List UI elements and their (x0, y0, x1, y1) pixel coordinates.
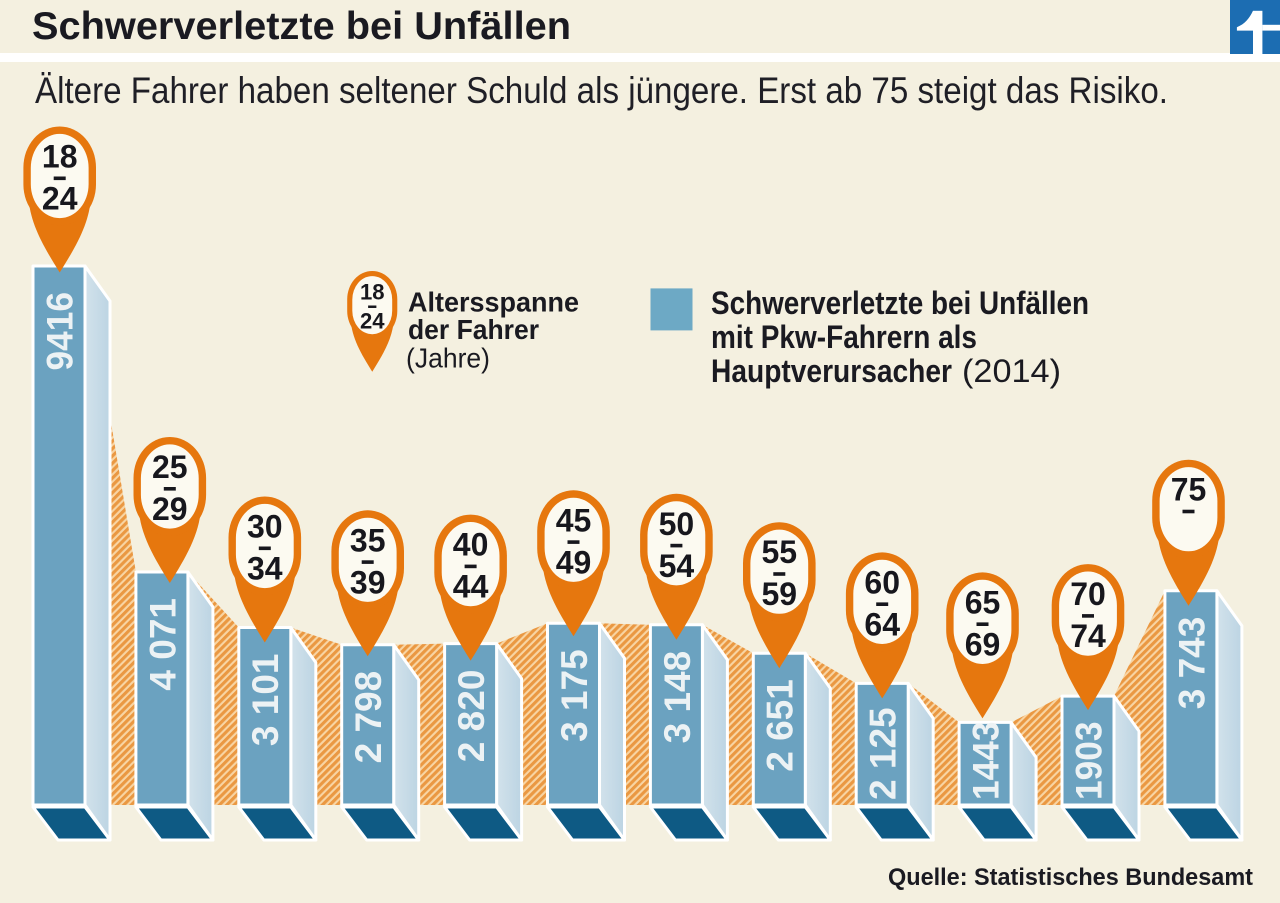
svg-text:29: 29 (152, 491, 188, 527)
svg-text:Altersspanne: Altersspanne (408, 287, 579, 318)
svg-text:69: 69 (965, 626, 1001, 662)
svg-text:3 175: 3 175 (554, 649, 595, 742)
svg-text:der Fahrer: der Fahrer (408, 314, 539, 345)
svg-text:75: 75 (1171, 472, 1207, 508)
svg-text:18: 18 (360, 279, 385, 304)
svg-text:30: 30 (247, 509, 283, 545)
svg-text:50: 50 (659, 506, 695, 542)
svg-text:25: 25 (152, 449, 188, 485)
svg-text:(Jahre): (Jahre) (406, 343, 490, 374)
svg-text:3 148: 3 148 (657, 651, 698, 744)
svg-text:1903: 1903 (1068, 722, 1109, 801)
svg-text:59: 59 (762, 576, 798, 612)
svg-text:2 651: 2 651 (760, 679, 801, 772)
svg-text:24: 24 (360, 308, 385, 333)
svg-text:3 101: 3 101 (245, 654, 286, 747)
svg-text:35: 35 (350, 522, 386, 558)
svg-text:39: 39 (350, 564, 386, 600)
svg-text:2 820: 2 820 (451, 670, 492, 763)
svg-text:49: 49 (556, 544, 592, 580)
svg-text:(2014): (2014) (962, 353, 1061, 389)
svg-text:60: 60 (864, 564, 900, 600)
svg-text:2 125: 2 125 (863, 707, 904, 800)
svg-text:34: 34 (247, 551, 283, 587)
svg-text:Schwerverletzte bei Unfällen: Schwerverletzte bei Unfällen (711, 285, 1089, 321)
svg-text:2 798: 2 798 (348, 671, 389, 764)
svg-text:4 071: 4 071 (142, 598, 183, 691)
svg-text:74: 74 (1070, 618, 1106, 654)
svg-text:1443: 1443 (966, 722, 1007, 801)
svg-text:64: 64 (864, 606, 900, 642)
svg-text:65: 65 (965, 584, 1001, 620)
svg-text:Schwerverletzte bei Unfällen: Schwerverletzte bei Unfällen (32, 5, 571, 48)
svg-text:44: 44 (453, 569, 489, 605)
svg-text:55: 55 (762, 534, 798, 570)
svg-text:Ältere Fahrer haben seltener S: Ältere Fahrer haben seltener Schuld als … (35, 70, 1168, 111)
svg-text:Hauptverursacher: Hauptverursacher (711, 353, 952, 389)
svg-text:54: 54 (659, 548, 695, 584)
svg-text:mit Pkw-Fahrern als: mit Pkw-Fahrern als (711, 319, 977, 355)
svg-text:3 743: 3 743 (1171, 617, 1212, 710)
svg-text:70: 70 (1070, 576, 1106, 612)
svg-text:9416: 9416 (39, 292, 80, 371)
svg-text:18: 18 (42, 139, 78, 175)
svg-text:Quelle: Statistisches Bundesam: Quelle: Statistisches Bundesamt (888, 864, 1253, 891)
svg-text:24: 24 (42, 181, 78, 217)
svg-text:45: 45 (556, 502, 592, 538)
svg-text:40: 40 (453, 527, 489, 563)
